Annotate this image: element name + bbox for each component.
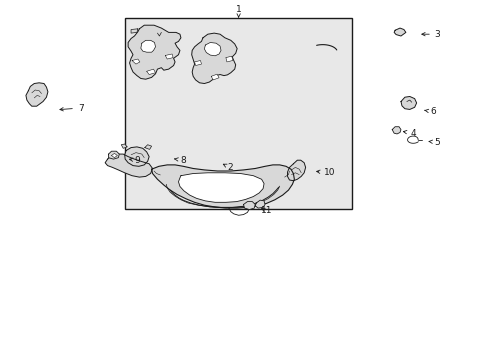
Bar xyxy=(124,18,351,209)
Polygon shape xyxy=(105,154,152,177)
Text: 10: 10 xyxy=(316,168,335,177)
Polygon shape xyxy=(151,165,294,208)
Polygon shape xyxy=(128,25,181,79)
Polygon shape xyxy=(131,29,138,33)
Polygon shape xyxy=(243,202,255,210)
Polygon shape xyxy=(111,153,117,158)
Polygon shape xyxy=(194,60,201,66)
Polygon shape xyxy=(211,74,219,80)
Polygon shape xyxy=(400,96,416,109)
Polygon shape xyxy=(225,56,232,62)
Text: 9: 9 xyxy=(129,156,140,165)
Polygon shape xyxy=(204,42,221,56)
Text: 4: 4 xyxy=(403,129,415,138)
Polygon shape xyxy=(132,59,140,64)
Polygon shape xyxy=(121,144,127,148)
Polygon shape xyxy=(391,127,400,134)
Polygon shape xyxy=(26,83,48,106)
Text: 6: 6 xyxy=(424,107,435,116)
Polygon shape xyxy=(255,200,264,208)
Text: 2: 2 xyxy=(223,163,232,172)
Polygon shape xyxy=(393,28,405,36)
Polygon shape xyxy=(191,33,237,84)
Text: 7: 7 xyxy=(60,104,83,113)
Text: 5: 5 xyxy=(428,138,440,147)
Polygon shape xyxy=(287,160,305,181)
Polygon shape xyxy=(146,69,155,75)
Text: 11: 11 xyxy=(260,206,272,215)
Text: 1: 1 xyxy=(235,5,241,17)
Polygon shape xyxy=(165,54,173,59)
Polygon shape xyxy=(124,147,149,166)
Polygon shape xyxy=(141,40,155,52)
Polygon shape xyxy=(108,151,119,159)
Polygon shape xyxy=(178,173,264,202)
Text: 8: 8 xyxy=(174,156,186,165)
Polygon shape xyxy=(144,145,151,149)
Text: 3: 3 xyxy=(421,30,440,39)
